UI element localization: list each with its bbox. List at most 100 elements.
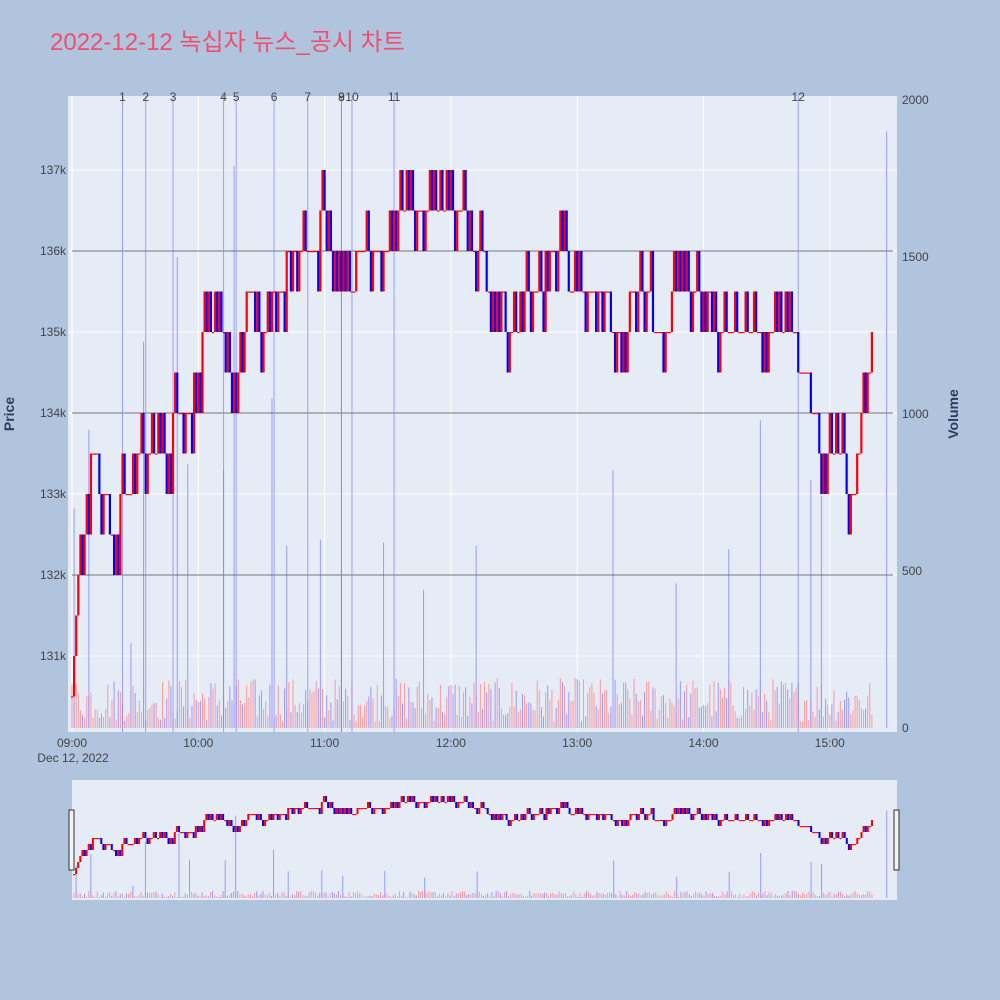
candle (117, 534, 120, 575)
slider-candle (299, 808, 302, 814)
slider-candle (360, 808, 363, 810)
volume-axis-title: Volume (945, 389, 961, 439)
candle (792, 332, 796, 334)
range-slider[interactable] (68, 780, 900, 900)
slider-candle (858, 838, 861, 840)
candle (483, 251, 486, 253)
slider-candle (167, 838, 170, 844)
slider-candle (459, 802, 462, 804)
slider-candle (724, 814, 726, 820)
candle (405, 170, 408, 211)
slider-candle (209, 814, 212, 820)
news-marker-label: 5 (233, 90, 240, 104)
slider-candle (383, 808, 386, 814)
range-slider-right-handle[interactable] (893, 809, 900, 871)
candle (776, 291, 779, 332)
candle (658, 332, 661, 334)
candle (363, 251, 366, 253)
slider-candle (283, 814, 285, 816)
candle (656, 332, 659, 334)
candle (639, 251, 642, 292)
slider-candle (587, 814, 590, 820)
slider-candle (291, 808, 294, 814)
candle (359, 251, 362, 253)
candle (369, 251, 373, 292)
candle (201, 332, 204, 413)
time-tick-label: 10:00 (183, 736, 213, 750)
time-tick-label: 13:00 (562, 736, 592, 750)
slider-candle (514, 814, 516, 820)
slider-candle (566, 802, 569, 808)
slider-candle (186, 832, 189, 838)
candle (590, 291, 594, 293)
range-slider-left-handle[interactable] (68, 809, 75, 871)
candle (780, 291, 783, 332)
candle (260, 332, 263, 373)
slider-candle (868, 826, 871, 828)
candle (616, 332, 619, 373)
candle (146, 453, 149, 494)
candle (595, 291, 598, 332)
slider-candle (217, 814, 220, 820)
slider-candle (539, 808, 542, 814)
candle (618, 332, 621, 334)
candle (110, 534, 114, 536)
time-tick-label: 14:00 (688, 736, 718, 750)
range-slider-volume (73, 810, 888, 898)
slider-candle (329, 802, 332, 808)
candle (85, 494, 88, 535)
slider-candle (448, 796, 451, 802)
slider-candle (644, 814, 647, 820)
candle (144, 453, 147, 494)
news-marker-label: 4 (220, 90, 227, 104)
slider-candle (505, 814, 508, 820)
slider-candle (545, 808, 548, 820)
plot-area[interactable] (68, 96, 897, 732)
candle (536, 291, 539, 293)
slider-candle (274, 814, 277, 816)
candle (323, 170, 326, 211)
slider-candle (415, 802, 418, 808)
candle (559, 210, 562, 251)
candle (837, 413, 840, 454)
slider-candle (356, 808, 359, 814)
candle (538, 251, 541, 292)
candle (502, 291, 505, 293)
candle (813, 413, 817, 415)
slider-candle (682, 808, 684, 814)
session-date-label: Dec 12, 2022 (37, 751, 109, 765)
candle (268, 291, 271, 332)
candle (329, 210, 333, 251)
range-slider-track[interactable] (72, 780, 897, 900)
slider-candle (667, 820, 670, 822)
candle (517, 332, 520, 334)
slider-candle (457, 802, 460, 808)
slider-candle (671, 814, 674, 820)
candle (801, 372, 804, 374)
slider-candle (610, 814, 613, 820)
slider-candle (755, 814, 758, 820)
candle (832, 453, 836, 455)
slider-candle (530, 814, 533, 820)
candle (228, 332, 231, 373)
slider-candle (816, 832, 819, 834)
candle (824, 453, 827, 494)
candle (576, 251, 579, 292)
slider-candle (436, 796, 439, 802)
candle (376, 251, 379, 253)
volume-tick-label: 0 (902, 721, 909, 735)
candle (131, 453, 135, 494)
candle (567, 251, 570, 292)
candle (826, 453, 829, 494)
slider-candle (583, 814, 586, 816)
slider-candle (488, 814, 491, 816)
candle (641, 251, 644, 292)
slider-candle (192, 832, 195, 838)
volume-tick-label: 2000 (902, 93, 929, 107)
candle (304, 210, 307, 251)
candle (365, 210, 368, 251)
slider-candle (850, 844, 852, 850)
candle (113, 534, 116, 575)
slider-candle (474, 808, 477, 810)
price-tick-label: 133k (40, 487, 67, 501)
